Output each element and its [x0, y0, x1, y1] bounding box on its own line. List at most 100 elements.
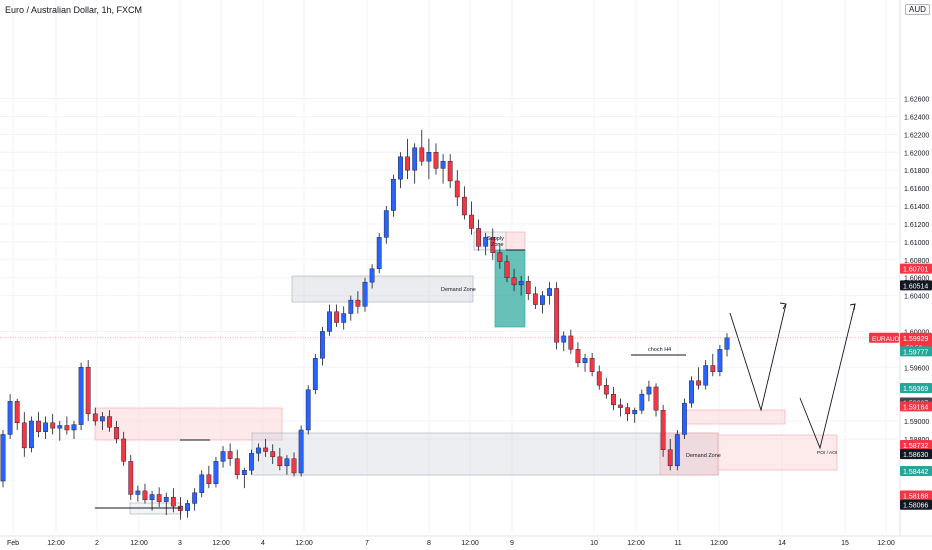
candle-body — [92, 413, 98, 422]
time-tick-label: 11 — [674, 540, 681, 547]
candle-body — [241, 470, 247, 475]
projection-arrow-1 — [779, 302, 787, 310]
candle-body — [369, 268, 375, 283]
candle-body — [21, 422, 27, 449]
candle-body — [71, 424, 77, 431]
price-tick-label: 1.60600 — [904, 276, 929, 283]
supply-zone-label-1: Supply — [487, 236, 504, 242]
price-label-bg — [900, 449, 932, 460]
price-axis[interactable]: 1.62600 1.62400 1.62200 1.62000 1.61800 1.616… — [869, 0, 932, 550]
candle-body — [121, 438, 127, 462]
time-tick-label: 12:00 — [130, 540, 148, 547]
price-tick-label: 1.62200 — [904, 132, 929, 139]
candle-body — [156, 494, 162, 502]
time-tick-label: 12:00 — [212, 540, 230, 547]
candle-body — [0, 434, 6, 482]
candle-body — [305, 389, 311, 431]
candle-body — [440, 161, 446, 169]
price-label: 1.58066 — [903, 503, 928, 510]
price-label: 1.60514 — [903, 283, 928, 290]
candle-body — [518, 281, 524, 286]
candle-body — [57, 425, 63, 429]
price-label-bg — [900, 466, 932, 477]
time-tick-label: 2 — [95, 540, 99, 547]
candle-body — [532, 293, 538, 305]
candle-body — [277, 456, 283, 467]
candle-body — [561, 335, 567, 343]
candle-body — [348, 299, 354, 314]
candle-body — [525, 281, 531, 295]
candle-body — [383, 210, 389, 238]
candle-body — [653, 386, 659, 411]
candle-body — [724, 337, 730, 350]
candle-body — [469, 214, 474, 229]
candle-body — [298, 429, 304, 474]
candle-body — [540, 295, 545, 305]
candle-body — [64, 425, 70, 431]
candle-body — [703, 365, 709, 386]
candle-body — [511, 277, 517, 286]
time-tick-label: 12:00 — [47, 540, 65, 547]
candle-body — [291, 458, 297, 474]
candle-body — [412, 147, 418, 171]
zones-layer — [94, 231, 838, 515]
candle-body — [327, 311, 332, 332]
choch-label: choch H4 — [648, 347, 671, 353]
candle-body — [170, 496, 176, 507]
time-axis[interactable]: Feb 12:00 2 12:00 3 12:00 4 12:00 7 8 12:00 9 10 12:0… — [0, 535, 932, 547]
time-tick-label: Feb — [7, 540, 19, 547]
time-tick-label: 12:00 — [627, 540, 645, 547]
supply-zone-red — [505, 231, 526, 251]
demand-zone-label-lower: Demand Zone — [686, 453, 721, 459]
candle-body — [674, 434, 680, 467]
projection-path-2 — [799, 303, 856, 450]
poi-label: POI / AOI — [817, 450, 837, 456]
candle-body — [483, 237, 489, 247]
candle-body — [142, 490, 148, 501]
time-tick-label: 4 — [261, 540, 265, 547]
candle-body — [256, 447, 261, 454]
symbol-tag-bg — [869, 332, 899, 343]
candle-body — [419, 147, 425, 162]
candle-body — [28, 420, 34, 449]
candle-body — [334, 311, 340, 323]
candle-body — [568, 335, 574, 350]
candle-body — [263, 447, 269, 452]
candle-body — [270, 451, 276, 458]
currency-badge[interactable]: AUD — [905, 4, 930, 15]
price-tick-label: 1.59000 — [904, 419, 929, 426]
candle-body — [710, 365, 716, 372]
price-tick-label: 1.60800 — [904, 258, 929, 265]
time-tick-label: 9 — [510, 540, 514, 547]
candle-body — [85, 367, 91, 415]
candle-body — [504, 261, 510, 278]
candle-body — [36, 420, 41, 432]
demand-zone-upper — [291, 275, 474, 303]
supply-zone-label-2: Zone — [491, 242, 504, 248]
candle-body — [405, 156, 410, 171]
time-tick-label: 3 — [178, 540, 182, 547]
price-label-bg — [900, 382, 932, 393]
candle-body — [312, 358, 318, 390]
candle-body — [185, 503, 190, 511]
price-tick-label: 1.59600 — [904, 365, 929, 372]
candle-body — [461, 196, 467, 216]
candle-body — [249, 453, 254, 471]
candle-body — [107, 416, 112, 428]
candle-body — [660, 410, 666, 450]
candle-body — [490, 237, 496, 253]
price-tick-label: 1.62000 — [904, 150, 929, 157]
candle-body — [589, 358, 595, 372]
candle-body — [376, 237, 382, 269]
price-tick-label: 1.60400 — [904, 294, 929, 301]
candle-body — [192, 492, 198, 504]
candle-body — [646, 386, 652, 395]
candle-body — [213, 461, 219, 484]
candle-body — [596, 371, 602, 386]
time-tick-label: 12:00 — [710, 540, 728, 547]
candle-body — [682, 402, 687, 435]
candle-body — [603, 384, 609, 395]
candle-body — [547, 288, 552, 296]
